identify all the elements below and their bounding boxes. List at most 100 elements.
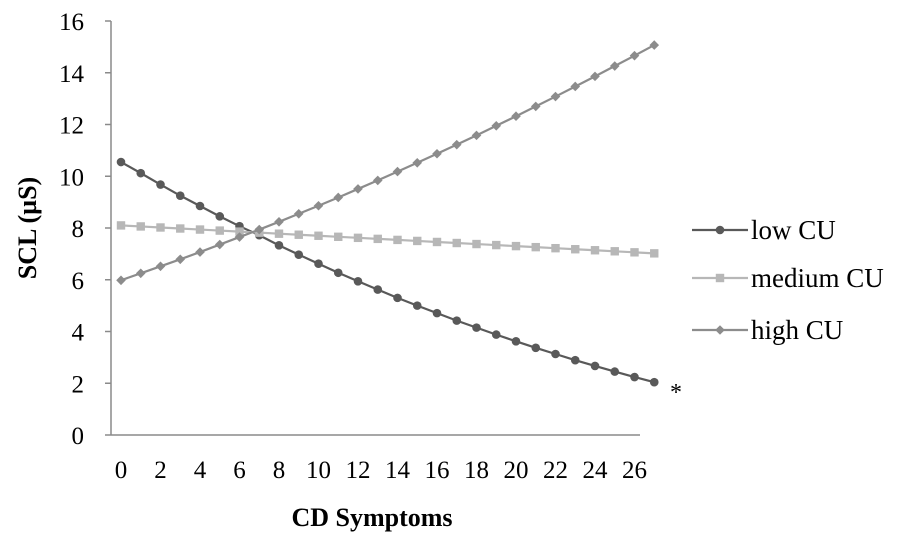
data-point (215, 212, 225, 221)
data-point (471, 130, 482, 141)
data-point (432, 308, 442, 318)
data-point (413, 236, 422, 246)
data-point (472, 239, 481, 249)
series-high-cu (116, 40, 660, 286)
y-tick-label: 8 (72, 216, 85, 243)
data-point (570, 81, 581, 92)
x-tick-label: 4 (194, 457, 207, 484)
data-point (491, 330, 501, 339)
x-tick-label: 18 (464, 457, 489, 484)
data-point (353, 233, 363, 243)
data-point (511, 111, 521, 122)
data-point (372, 175, 383, 186)
data-point (116, 221, 126, 230)
data-point (531, 343, 541, 353)
y-tick-label: 16 (59, 9, 84, 36)
data-point (530, 101, 541, 112)
data-point (294, 230, 303, 239)
data-point (274, 216, 284, 227)
x-tick-label: 12 (346, 457, 371, 484)
data-point (333, 268, 343, 278)
data-point (432, 148, 442, 159)
data-point (373, 285, 383, 294)
data-point (373, 234, 382, 244)
data-point (215, 226, 224, 235)
data-point (334, 232, 343, 241)
y-tick-label: 6 (72, 268, 85, 295)
y-tick-label: 0 (72, 423, 85, 450)
data-point (452, 316, 462, 325)
data-point (353, 277, 363, 286)
series-line (120, 161, 655, 384)
data-point (116, 157, 126, 167)
x-tick-label: 2 (154, 457, 167, 484)
x-tick-label: 20 (504, 457, 529, 484)
data-point (590, 246, 600, 255)
series-medium-cu (116, 221, 659, 258)
y-axis-title: SCL (µS) (13, 177, 42, 279)
y-tick-label: 2 (72, 371, 85, 398)
data-point (135, 268, 146, 279)
data-point (610, 247, 619, 256)
data-point (491, 120, 502, 131)
data-point (274, 229, 284, 238)
data-point (214, 239, 225, 250)
series-line (120, 44, 655, 282)
x-axis-ticks: 0 2 4 6 8 10 12 14 16 18 20 22 24 26 (115, 457, 647, 484)
data-point (432, 237, 442, 247)
data-point (156, 180, 165, 189)
data-point (353, 184, 363, 194)
y-tick-label: 10 (59, 164, 84, 191)
data-point (412, 157, 423, 168)
data-point (393, 293, 402, 303)
data-point (195, 247, 205, 257)
data-point (195, 201, 205, 211)
data-point (254, 224, 265, 235)
legend-item: high CU (692, 315, 843, 345)
data-point (412, 301, 422, 310)
x-tick-label: 26 (622, 457, 647, 484)
series-low-cu (116, 157, 659, 387)
legend-marker (715, 225, 725, 235)
y-tick-label: 12 (59, 113, 84, 140)
data-point (116, 275, 126, 286)
data-point (175, 254, 186, 265)
data-point (294, 250, 304, 259)
y-axis-ticks: 0 2 4 6 8 10 12 14 16 (59, 9, 111, 450)
y-tick-label: 4 (72, 320, 85, 347)
data-point (630, 372, 639, 382)
data-point (393, 235, 402, 245)
x-tick-label: 24 (583, 457, 609, 484)
data-point (550, 91, 561, 102)
data-point (650, 249, 659, 258)
data-point (610, 367, 620, 376)
data-point (551, 243, 560, 253)
data-point (314, 231, 323, 240)
data-point (451, 139, 462, 150)
data-point (234, 232, 245, 242)
x-tick-label: 0 (115, 457, 128, 484)
series-line (120, 224, 655, 255)
x-tick-label: 22 (543, 457, 568, 484)
legend: low CU medium CU high CU (692, 215, 884, 345)
data-point (590, 71, 600, 82)
legend-label: low CU (751, 215, 836, 245)
legend-marker (715, 273, 725, 283)
x-axis-title: CD Symptoms (291, 503, 452, 532)
data-point (175, 191, 185, 200)
legend-marker (715, 325, 725, 335)
data-point (293, 208, 304, 219)
data-point (314, 259, 323, 269)
data-point (452, 238, 461, 248)
legend-item: low CU (692, 215, 836, 245)
data-point (155, 261, 166, 272)
data-point (313, 200, 324, 211)
legend-label: high CU (751, 315, 843, 345)
x-tick-label: 6 (233, 457, 246, 484)
data-point (235, 227, 244, 236)
data-point (551, 349, 560, 359)
legend-item: medium CU (692, 263, 884, 293)
data-point (333, 192, 344, 203)
data-point (156, 223, 165, 232)
legend-label: medium CU (751, 263, 884, 293)
